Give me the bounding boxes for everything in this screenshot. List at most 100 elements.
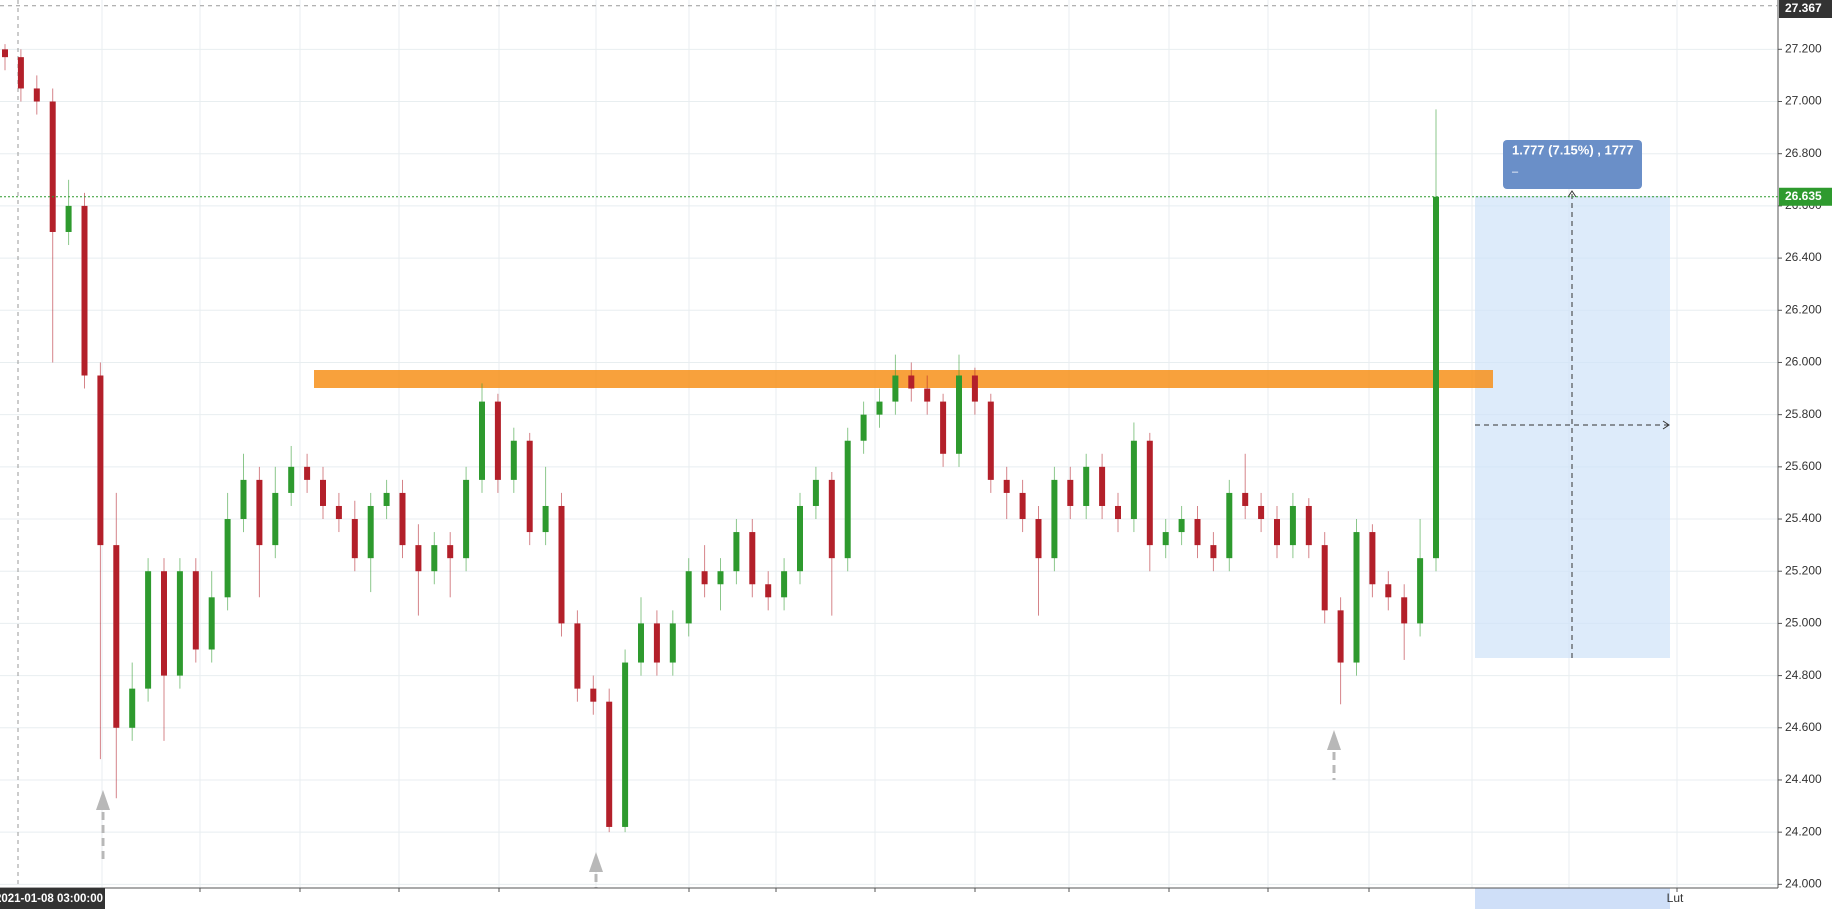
candle-body <box>1401 597 1408 624</box>
candle-body <box>335 505 342 520</box>
last-price: 26.635 <box>1785 189 1822 203</box>
candle-body <box>542 505 549 533</box>
candle-body <box>1130 440 1137 520</box>
candle-body <box>653 623 660 663</box>
y-tick-label: 25.600 <box>1785 459 1822 473</box>
candle-body <box>288 466 295 493</box>
candle-body <box>399 492 406 546</box>
y-tick-label: 24.800 <box>1785 668 1822 682</box>
candle-body <box>510 440 517 480</box>
candle-body <box>208 597 215 650</box>
price-axis <box>1778 0 1832 909</box>
candle-body <box>415 545 422 572</box>
y-tick-label: 27.200 <box>1785 41 1822 55</box>
candle-body <box>844 440 851 559</box>
crosshair-time-bg <box>0 888 105 909</box>
candle-body <box>161 571 167 676</box>
crosshair-price: 27.367 <box>1785 1 1822 15</box>
candle-body <box>526 440 533 533</box>
x-axis-label: Lut <box>1667 891 1684 905</box>
y-tick-label: 24.200 <box>1785 824 1822 838</box>
candle-body <box>574 623 581 689</box>
candle-body <box>638 623 644 663</box>
candle-body <box>1083 466 1090 506</box>
measure-label: 1.777 (7.15%) , 1777 <box>1512 142 1633 157</box>
measure-sub: – <box>1512 166 1519 178</box>
candle-body <box>717 571 724 585</box>
candle-body <box>33 88 40 102</box>
y-tick-label: 24.600 <box>1785 720 1822 734</box>
y-tick-label: 26.800 <box>1785 146 1822 160</box>
candle-body <box>81 205 88 376</box>
candle-body <box>1337 610 1344 663</box>
candle-body <box>606 701 613 827</box>
candle-body <box>192 571 199 650</box>
candle-body <box>590 688 597 702</box>
candle-body <box>1115 505 1121 520</box>
candle-body <box>367 505 374 559</box>
candle-body <box>1210 545 1217 559</box>
candle-body <box>1162 532 1169 546</box>
candle-body <box>1353 532 1360 663</box>
candle-body <box>351 519 358 559</box>
y-tick-label: 27.000 <box>1785 94 1822 108</box>
measure-box <box>1475 196 1670 658</box>
candle-body <box>145 571 152 689</box>
y-tick-label: 26.200 <box>1785 302 1822 316</box>
candle-body <box>431 545 438 572</box>
candle-body <box>1417 558 1424 624</box>
zone-band <box>314 370 1493 388</box>
candle-body <box>479 401 485 480</box>
candle-body <box>1258 505 1265 520</box>
candle-body <box>129 688 136 728</box>
candle-body <box>97 375 104 546</box>
candle-body <box>1369 532 1376 585</box>
candle-body <box>1019 492 1026 520</box>
candle-body <box>2 49 8 58</box>
candle-body <box>256 479 263 546</box>
crosshair-time: 2021-01-08 03:00:00 <box>0 893 103 905</box>
y-tick-label: 25.000 <box>1785 616 1822 630</box>
candle-body <box>1433 196 1439 559</box>
crosshair-price-bg <box>1779 0 1832 18</box>
y-tick-label: 25.800 <box>1785 407 1822 421</box>
candle-body <box>797 505 803 572</box>
y-tick-label: 25.200 <box>1785 563 1822 577</box>
candle-body <box>1289 505 1296 546</box>
y-tick-label: 26.400 <box>1785 250 1822 264</box>
candle-body <box>1305 505 1312 546</box>
candle-body <box>1274 519 1280 546</box>
measure-arrows <box>1475 190 1670 658</box>
candle-body <box>1099 466 1106 506</box>
y-tick-label: 24.400 <box>1785 772 1822 786</box>
candle-body <box>956 375 962 454</box>
candle-body <box>1146 440 1153 546</box>
candle-body <box>733 532 740 572</box>
candle-body <box>224 519 231 598</box>
time-grid <box>101 0 1678 888</box>
candle-body <box>1242 492 1249 506</box>
time-ticks <box>199 888 1678 892</box>
candle-body <box>1067 479 1074 506</box>
candle-body <box>669 623 676 663</box>
candle-body <box>1226 492 1233 559</box>
candle-body <box>892 375 899 402</box>
candle-body <box>447 545 454 559</box>
y-tick-label: 26.000 <box>1785 355 1822 369</box>
candle-body <box>987 401 994 480</box>
candle-body <box>860 414 867 441</box>
candle-body <box>924 388 931 402</box>
candle-body <box>17 57 24 89</box>
candle-body <box>812 479 819 506</box>
candle-body <box>113 545 120 728</box>
candle-body <box>971 375 978 402</box>
candle-body <box>65 205 72 232</box>
last-price-bg <box>1779 187 1832 206</box>
candle-body <box>781 571 788 598</box>
candle-body <box>940 401 947 454</box>
candle-body <box>320 479 326 506</box>
measure-tooltip <box>1503 140 1642 189</box>
y-tick-label: 24.000 <box>1785 877 1822 891</box>
time-axis <box>0 888 1778 909</box>
